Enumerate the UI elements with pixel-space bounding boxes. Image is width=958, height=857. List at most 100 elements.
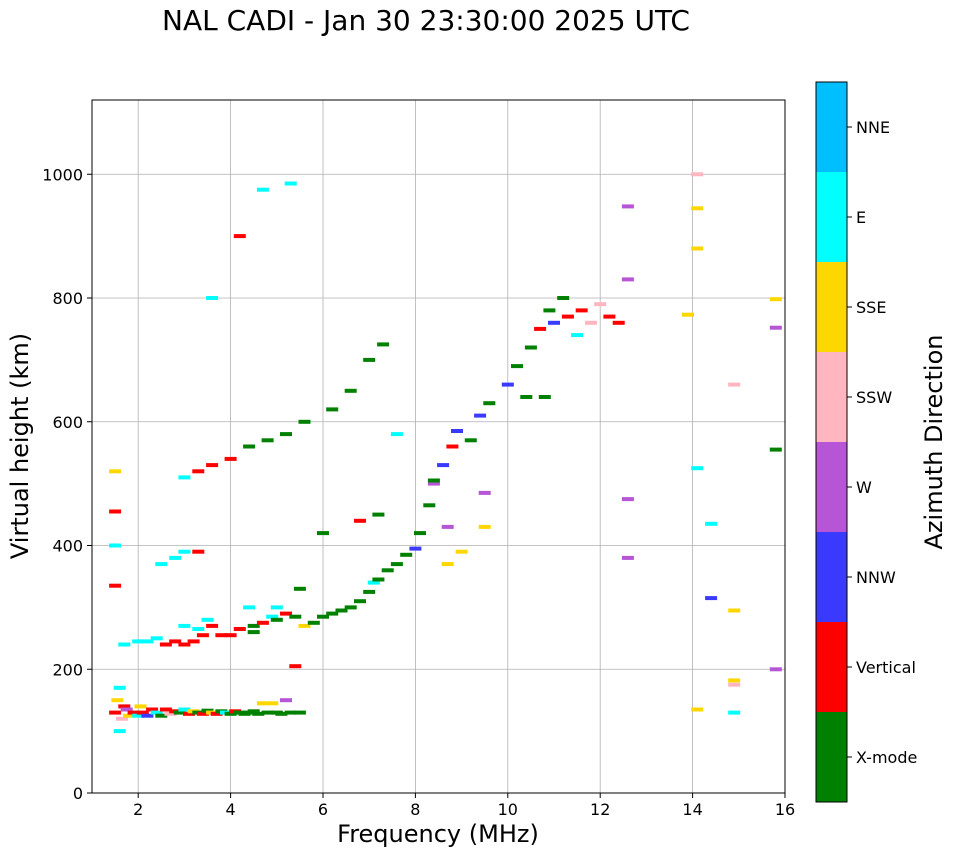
echo-point [206, 623, 219, 628]
echo-point [363, 589, 376, 594]
echo-point [478, 490, 491, 495]
echo-point [682, 312, 694, 317]
echo-point [261, 438, 274, 443]
echo-point [196, 633, 209, 638]
echo-point [201, 617, 214, 622]
echo-point [159, 707, 172, 712]
echo-point [247, 630, 260, 635]
x-tick-label: 6 [318, 800, 328, 819]
echo-point [256, 620, 269, 625]
echo-point [173, 710, 186, 715]
colorbar-tick-label: X-mode [856, 748, 917, 767]
echo-point [501, 382, 514, 387]
echo-point [224, 633, 237, 638]
echo-point [728, 382, 741, 387]
echo-point [109, 710, 122, 715]
echo-point [159, 642, 172, 647]
echo-point [728, 678, 741, 683]
echo-point [307, 620, 320, 625]
echo-point [169, 555, 182, 560]
colorbar-segment [816, 172, 847, 262]
echo-point [571, 333, 584, 338]
echo-point [381, 568, 394, 573]
echo-point [284, 710, 297, 715]
echo-point [206, 296, 219, 300]
y-tick-label: 400 [52, 537, 83, 556]
echo-point [247, 709, 260, 714]
echo-point [178, 475, 191, 480]
echo-point [134, 704, 147, 709]
echo-point [691, 206, 704, 211]
echo-point [769, 325, 782, 330]
echo-point [769, 667, 782, 672]
echo-point [256, 187, 269, 192]
echo-point [543, 308, 556, 313]
plot-area-frame [91, 99, 786, 794]
echo-point [178, 623, 191, 628]
echo-point [769, 447, 782, 452]
x-axis-label: Frequency (MHz) [337, 820, 539, 848]
echo-point [769, 297, 782, 302]
echo-point [390, 432, 403, 437]
echo-point [326, 407, 339, 412]
echo-point [261, 710, 274, 715]
echo-point [705, 521, 718, 526]
echo-point [524, 345, 537, 350]
echo-point [183, 711, 195, 716]
colorbar-tick-label: E [856, 208, 866, 227]
echo-point [534, 326, 547, 331]
colorbar-segment [816, 82, 847, 172]
echo-point [132, 639, 145, 644]
echo-point [728, 682, 741, 687]
echo-point [705, 596, 718, 601]
echo-point [423, 503, 436, 508]
echo-point [441, 562, 454, 567]
echo-point [728, 710, 741, 715]
echo-point [612, 320, 625, 325]
echo-point [252, 711, 265, 716]
echo-point [192, 469, 205, 474]
echo-point [118, 704, 131, 709]
echo-point [164, 711, 177, 716]
echo-point [243, 444, 256, 449]
echo-point [557, 296, 570, 300]
echo-point [111, 698, 124, 703]
echo-point [446, 444, 459, 449]
echo-point [293, 586, 306, 591]
echo-point [280, 432, 292, 437]
x-tick-label: 14 [682, 800, 702, 819]
echo-point [691, 707, 704, 712]
echo-point [621, 555, 634, 560]
azimuth-colorbar: X-mode Vertical NNW W SSW SSE E NNE [815, 81, 917, 803]
echo-point [372, 512, 385, 517]
colorbar-tick-label: W [856, 478, 872, 497]
echo-point [243, 605, 256, 610]
echo-point [464, 438, 477, 443]
echo-point [132, 713, 145, 718]
echo-point [372, 577, 385, 582]
echo-point [344, 605, 357, 610]
grid-lines [92, 100, 786, 794]
echo-point [280, 611, 292, 616]
echo-point [335, 608, 348, 613]
echo-point [155, 713, 168, 718]
echo-point [113, 729, 126, 734]
echo-point [317, 531, 329, 536]
echo-point [603, 314, 616, 319]
y-tick-label: 200 [52, 660, 83, 679]
echo-point [275, 711, 288, 716]
echo-point [538, 395, 551, 399]
colorbar-frame [815, 81, 848, 803]
echo-point [113, 685, 126, 690]
echo-point [427, 481, 440, 486]
echo-point [247, 623, 260, 628]
echo-point [178, 642, 191, 647]
echo-point [621, 277, 634, 282]
echo-point [289, 664, 302, 669]
echo-points [109, 172, 782, 734]
echo-point [118, 642, 131, 647]
x-tick-label: 16 [775, 800, 795, 819]
echo-point [178, 707, 191, 712]
colorbar-tick-label: Vertical [856, 658, 916, 677]
